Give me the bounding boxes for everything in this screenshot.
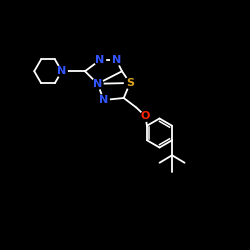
Circle shape xyxy=(92,78,103,89)
Text: N: N xyxy=(112,55,121,65)
Circle shape xyxy=(140,111,150,121)
Text: S: S xyxy=(126,78,134,88)
Circle shape xyxy=(94,54,106,66)
Text: O: O xyxy=(141,111,150,121)
Text: N: N xyxy=(93,79,102,89)
Circle shape xyxy=(56,66,67,77)
Text: N: N xyxy=(99,95,108,105)
Circle shape xyxy=(98,94,109,106)
Circle shape xyxy=(111,54,122,66)
Text: N: N xyxy=(96,55,104,65)
Text: N: N xyxy=(57,66,66,76)
Circle shape xyxy=(124,78,136,88)
